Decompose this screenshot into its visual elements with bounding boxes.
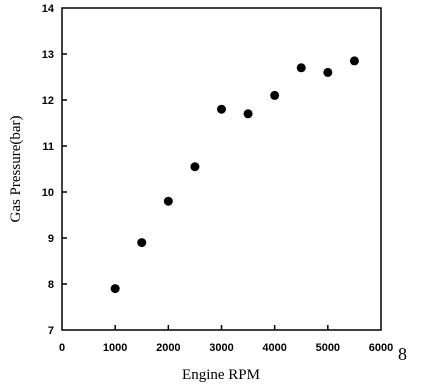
x-tick-label: 4000 [262, 342, 286, 354]
data-points [110, 56, 359, 294]
data-point [110, 284, 120, 294]
y-tick-label: 13 [42, 49, 54, 61]
x-tick-label: 0 [59, 342, 65, 354]
plot-frame [61, 7, 382, 331]
y-tick-label: 12 [42, 95, 54, 107]
data-point [270, 90, 280, 100]
data-point [349, 56, 359, 66]
x-tick-label: 3000 [209, 342, 233, 354]
data-point [243, 109, 253, 119]
y-tick-label: 14 [42, 3, 55, 15]
x-tick-label: 6000 [369, 342, 393, 354]
data-point [190, 162, 200, 172]
x-axis-label: Engine RPM [182, 367, 260, 383]
y-axis-ticks: 7 8 9 10 11 12 13 14 [42, 3, 67, 337]
side-text: 8 [398, 344, 407, 364]
x-axis-ticks: 0 1000 2000 3000 4000 5000 6000 [59, 325, 393, 354]
x-tick-label: 1000 [103, 342, 127, 354]
data-point [296, 63, 306, 73]
y-tick-label: 8 [48, 279, 54, 291]
x-tick-label: 2000 [156, 342, 180, 354]
y-axis-label: Gas Pressure(bar) [8, 115, 24, 222]
data-point [163, 196, 173, 206]
data-point [137, 238, 147, 248]
y-tick-label: 9 [48, 233, 54, 245]
y-tick-label: 10 [42, 187, 54, 199]
x-tick-label: 5000 [316, 342, 340, 354]
y-tick-label: 11 [42, 141, 54, 153]
data-point [323, 67, 333, 77]
y-tick-label: 7 [48, 325, 54, 337]
data-point [217, 104, 226, 114]
